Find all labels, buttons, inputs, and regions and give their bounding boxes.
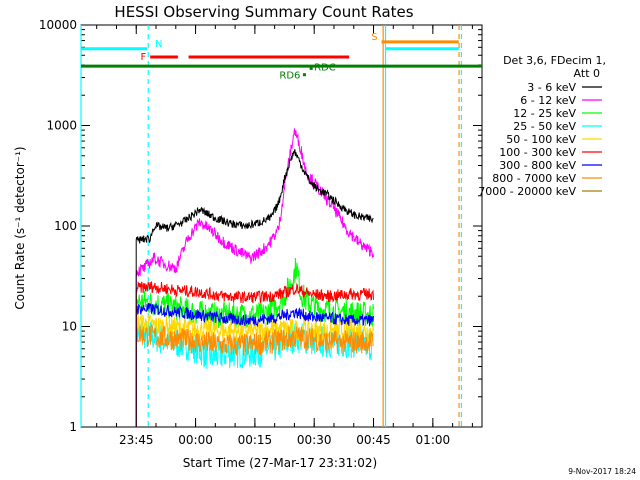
flag-dot — [302, 73, 306, 77]
plot-area: 1 10 100 1000 10000 23:45 00:00 00:15 00:30 00:45… — [39, 18, 483, 447]
legend-entry-2: 12 - 25 keV — [513, 107, 576, 120]
flag-label: F — [140, 52, 146, 63]
legend-entry-1: 6 - 12 keV — [520, 94, 576, 107]
y-tick-label: 1000 — [46, 119, 77, 133]
x-tick-label: 00:00 — [178, 433, 213, 447]
x-tick-label: 00:15 — [238, 433, 273, 447]
series-line-2 — [135, 257, 374, 427]
x-axis-label: Start Time (27-Mar-17 23:31:02) — [183, 456, 377, 470]
y-tick-label: 10 — [62, 320, 77, 334]
x-tick-label: 23:45 — [119, 433, 154, 447]
legend-entry-7: 800 - 7000 keV — [492, 172, 576, 185]
chart-title: HESSI Observing Summary Count Rates — [114, 3, 413, 21]
series-line-4 — [135, 313, 374, 427]
plot-frame — [80, 24, 483, 428]
flag-dot — [309, 66, 313, 70]
legend-entry-4: 50 - 100 keV — [506, 133, 576, 146]
legend-entry-0: 3 - 6 keV — [527, 81, 576, 94]
legend-entry-5: 100 - 300 keV — [499, 146, 576, 159]
series-line-5 — [135, 280, 374, 427]
x-tick-label: 00:30 — [297, 433, 332, 447]
legend-entry-8: 7000 - 20000 keV — [478, 185, 576, 198]
flag-label: S — [371, 32, 377, 43]
flag-label: N — [155, 39, 162, 50]
y-axis-label: Count Rate (s⁻¹ detector⁻¹) — [13, 146, 27, 309]
y-tick-label: 100 — [54, 219, 77, 233]
y-tick-label: 1 — [69, 420, 77, 434]
legend-entry-6: 300 - 800 keV — [499, 159, 576, 172]
series-line-7 — [135, 323, 374, 427]
legend-header-1: Det 3,6, FDecim 1, — [503, 54, 606, 67]
series-line-0 — [135, 149, 374, 427]
legend-header-2: Att 0 — [574, 67, 600, 80]
footer-timestamp: 9-Nov-2017 18:24 — [568, 467, 636, 476]
y-tick-label: 10000 — [39, 18, 77, 32]
x-tick-label: 00:45 — [356, 433, 391, 447]
x-tick-label: 01:00 — [416, 433, 451, 447]
series-line-6 — [135, 303, 374, 427]
flag-label: RD6 — [279, 71, 300, 82]
series-line-1 — [135, 128, 374, 427]
flag-label: RDC — [314, 62, 336, 73]
legend-entry-3: 25 - 50 keV — [513, 120, 576, 133]
